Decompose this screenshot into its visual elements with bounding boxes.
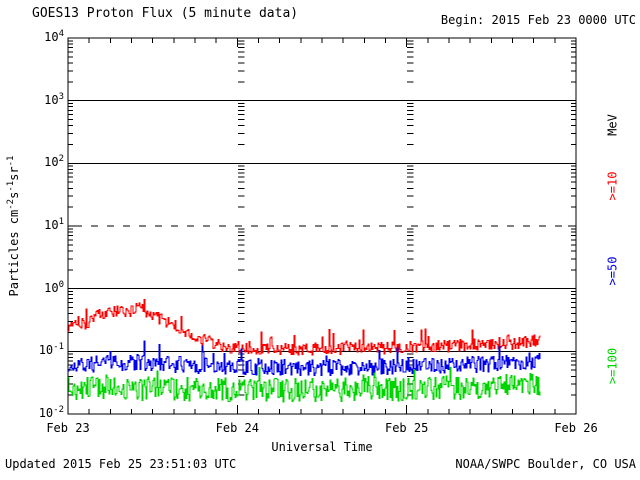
series-label-ge10: >=10	[605, 171, 620, 201]
series-gege100	[68, 366, 541, 403]
y-tick-label: 104	[44, 29, 64, 45]
y-tick-label: 103	[44, 91, 64, 107]
series-label-ge100: >=100	[605, 347, 620, 385]
updated-timestamp: Updated 2015 Feb 25 23:51:03 UTC	[5, 457, 237, 471]
y-tick-label: 101	[44, 217, 64, 233]
y-tick-label: 10-2	[38, 405, 64, 421]
x-tick-label: Feb 24	[215, 421, 260, 435]
chart-title: GOES13 Proton Flux (5 minute data)	[32, 6, 299, 21]
x-tick-label: Feb 23	[46, 421, 90, 435]
y-tick-label: 10-1	[38, 342, 64, 358]
x-axis-title: Universal Time	[271, 440, 373, 454]
y-tick-label: 102	[44, 154, 64, 170]
y-tick-label: 100	[44, 279, 64, 295]
series-gege50	[68, 340, 541, 377]
source-attribution: NOAA/SWPC Boulder, CO USA	[455, 457, 636, 471]
x-tick-label: Feb 25	[384, 421, 429, 435]
series-label-ge50: >=50	[605, 256, 620, 286]
series-gege10	[68, 298, 541, 356]
x-tick-label: Feb 26	[554, 421, 598, 435]
plot-frame	[67, 37, 577, 415]
mev-unit-label: MeV	[605, 114, 620, 136]
begin-time-label: Begin: 2015 Feb 23 0000 UTC	[440, 13, 636, 27]
